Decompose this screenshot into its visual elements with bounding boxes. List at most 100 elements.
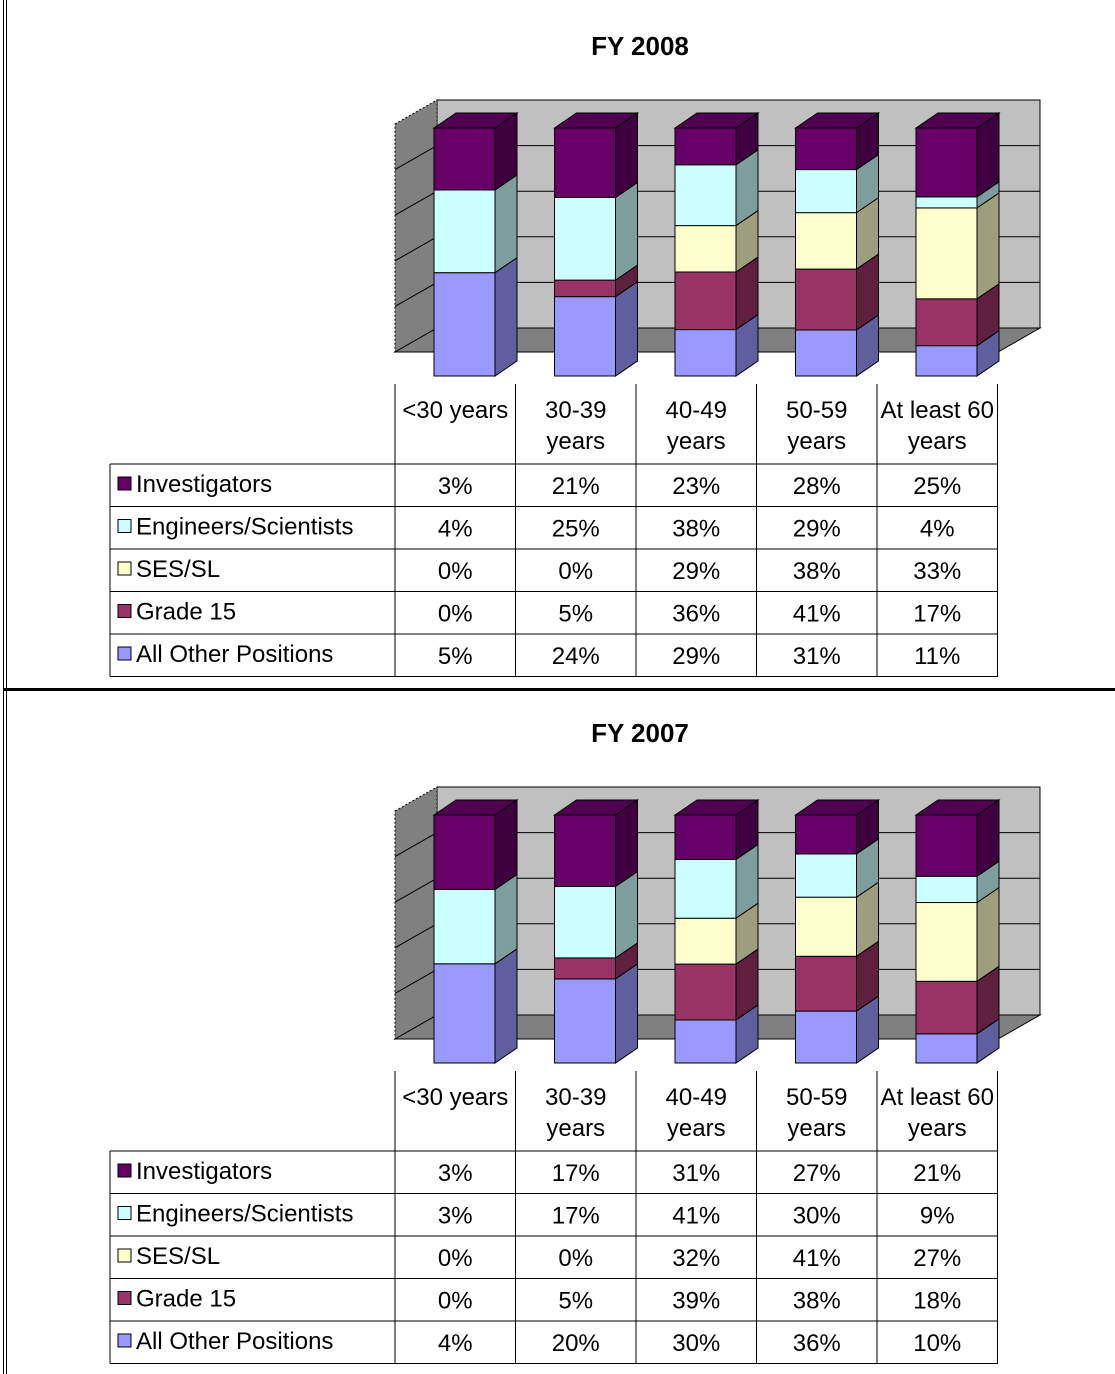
- side-wall: [394, 99, 438, 353]
- legend-swatch-ses-sl: [117, 1248, 132, 1263]
- data-label-engineers-scientists-at-least-60-years: 9%: [920, 1203, 955, 1230]
- category-label: 30-39 years: [545, 397, 606, 455]
- bar-engineers-scientists-at-least-60-years: [915, 875, 978, 904]
- data-label-engineers-scientists-at-least-60-years: 4%: [920, 516, 955, 543]
- bar-grade-15-at-least-60-years: [915, 980, 978, 1035]
- data-label-ses-sl-at-least-60-years: 33%: [913, 558, 961, 585]
- data-label-investigators-30-39-years: 17%: [552, 1160, 600, 1187]
- category-label-line: years: [667, 1115, 726, 1142]
- data-label-ses-sl-30-years: 0%: [438, 558, 473, 585]
- data-label-all-other-positions-30-years: 5%: [438, 643, 473, 670]
- data-label-investigators-at-least-60-years: 25%: [913, 473, 961, 500]
- gridline-side: [394, 923, 438, 949]
- data-label-engineers-scientists-50-59-years: 30%: [793, 1203, 841, 1230]
- data-label-grade-15-at-least-60-years: 17%: [913, 601, 961, 628]
- legend-swatch-engineers-scientists: [117, 1206, 132, 1220]
- category-label-line: 40-49: [666, 1084, 727, 1111]
- category-label: 40-49 years: [666, 1084, 727, 1142]
- category-label: 50-59 years: [786, 1084, 847, 1142]
- bar-all-other-positions-at-least-60-years: [915, 1033, 978, 1064]
- data-label-all-other-positions-at-least-60-years: 10%: [913, 1330, 961, 1357]
- category-label-line: 30-39: [545, 397, 606, 424]
- legend-swatch-grade-15: [117, 604, 132, 618]
- chart-title: FY 2008: [591, 31, 689, 61]
- data-label-all-other-positions-40-49-years: 30%: [672, 1330, 720, 1357]
- category-label: At least 60 years: [881, 1084, 994, 1142]
- data-label-all-other-positions-50-59-years: 36%: [793, 1330, 841, 1357]
- category-label: 50-59 years: [786, 397, 847, 455]
- bar-investigators-at-least-60-years-top: [914, 112, 1001, 129]
- gridline-side: [394, 190, 438, 216]
- bar-ses-sl-at-least-60-years: [915, 902, 978, 982]
- legend-swatch-all-other-positions: [117, 646, 132, 661]
- bar-engineers-scientists-50-59-years: [795, 169, 857, 214]
- bar-all-other-positions-40-49-years: [674, 329, 737, 377]
- category-label: At least 60 years: [881, 397, 994, 455]
- data-label-ses-sl-40-49-years: 32%: [672, 1245, 720, 1272]
- data-label-engineers-scientists-30-39-years: 25%: [552, 516, 600, 543]
- legend-label-ses-sl: SES/SL: [136, 556, 220, 583]
- legend-swatch-investigators: [117, 476, 132, 491]
- data-label-investigators-at-least-60-years: 21%: [913, 1160, 961, 1187]
- bar-investigators-at-least-60-years: [915, 814, 978, 877]
- bar-all-other-positions-30-years: [433, 963, 496, 1064]
- gridline-side: [394, 832, 438, 858]
- bar-investigators-50-59-years: [795, 127, 857, 171]
- bar-investigators-40-49-years: [674, 814, 737, 860]
- gridline-side: [394, 877, 438, 903]
- bar-ses-sl-50-59-years: [795, 896, 857, 957]
- data-label-ses-sl-50-59-years: 41%: [793, 1245, 841, 1272]
- bar-investigators-30-years: [433, 814, 496, 890]
- data-label-all-other-positions-30-39-years: 24%: [552, 643, 600, 670]
- gridline-side: [394, 968, 438, 994]
- bar-investigators-40-49-years: [674, 127, 737, 166]
- side-wall: [394, 786, 438, 1040]
- bar-investigators-30-39-years: [554, 814, 616, 887]
- bar-investigators-30-39-years-top: [552, 799, 640, 816]
- category-label-line: years: [546, 1115, 605, 1142]
- data-label-engineers-scientists-30-years: 3%: [438, 1203, 473, 1230]
- legend-label-engineers-scientists: Engineers/Scientists: [136, 514, 353, 541]
- bar-all-other-positions-30-years-side: [494, 256, 518, 377]
- data-label-grade-15-50-59-years: 38%: [793, 1288, 841, 1315]
- bar-all-other-positions-30-years: [433, 272, 496, 377]
- data-label-engineers-scientists-30-years: 4%: [438, 516, 473, 543]
- bar-engineers-scientists-30-years: [433, 888, 496, 965]
- chart-panel-fy2008: FY 2008 <30 years 30-39 years 40-49 years 50-5…: [3, 0, 1042, 687]
- legend-label-grade-15: Grade 15: [136, 599, 236, 626]
- panel-border-left: [3, 0, 7, 687]
- bar-engineers-scientists-30-39-years: [554, 885, 616, 959]
- category-label-line: years: [908, 428, 967, 455]
- bar-investigators-40-49-years-top: [673, 112, 760, 129]
- bar-grade-15-40-49-years: [674, 271, 737, 331]
- legend-swatch-engineers-scientists: [117, 519, 132, 533]
- bar-all-other-positions-30-39-years: [554, 296, 616, 377]
- chart-title: FY 2007: [591, 718, 689, 748]
- bar-investigators-30-years: [433, 127, 496, 191]
- category-label-line: At least 60: [881, 397, 994, 424]
- bar-investigators-30-years-top: [432, 799, 519, 816]
- data-label-investigators-30-years: 3%: [438, 1160, 473, 1187]
- gridline-side: [394, 145, 438, 171]
- legend-label-grade-15: Grade 15: [136, 1286, 236, 1313]
- bar-all-other-positions-50-59-years: [795, 329, 857, 377]
- category-label-line: 40-49: [666, 397, 727, 424]
- bar-investigators-50-59-years: [795, 814, 857, 855]
- data-label-all-other-positions-30-years: 4%: [438, 1330, 473, 1357]
- data-label-grade-15-at-least-60-years: 18%: [913, 1288, 961, 1315]
- bar-ses-sl-40-49-years: [674, 917, 737, 965]
- bar-grade-15-30-39-years: [554, 279, 616, 298]
- bar-engineers-scientists-30-years-side: [494, 174, 518, 274]
- bar-investigators-30-39-years-top: [552, 112, 640, 129]
- panel-border-top: [3, 688, 1115, 691]
- data-label-ses-sl-30-39-years: 0%: [558, 1245, 593, 1272]
- bar-ses-sl-at-least-60-years-side: [976, 191, 1000, 300]
- legend-label-investigators: Investigators: [136, 1158, 272, 1185]
- category-label-line: At least 60: [881, 1084, 994, 1111]
- data-label-engineers-scientists-30-39-years: 17%: [552, 1203, 600, 1230]
- data-label-engineers-scientists-50-59-years: 29%: [793, 516, 841, 543]
- category-label: <30 years: [402, 397, 508, 424]
- bar-grade-15-50-59-years: [795, 268, 857, 331]
- gridline-side: [394, 236, 438, 262]
- data-label-engineers-scientists-40-49-years: 38%: [672, 516, 720, 543]
